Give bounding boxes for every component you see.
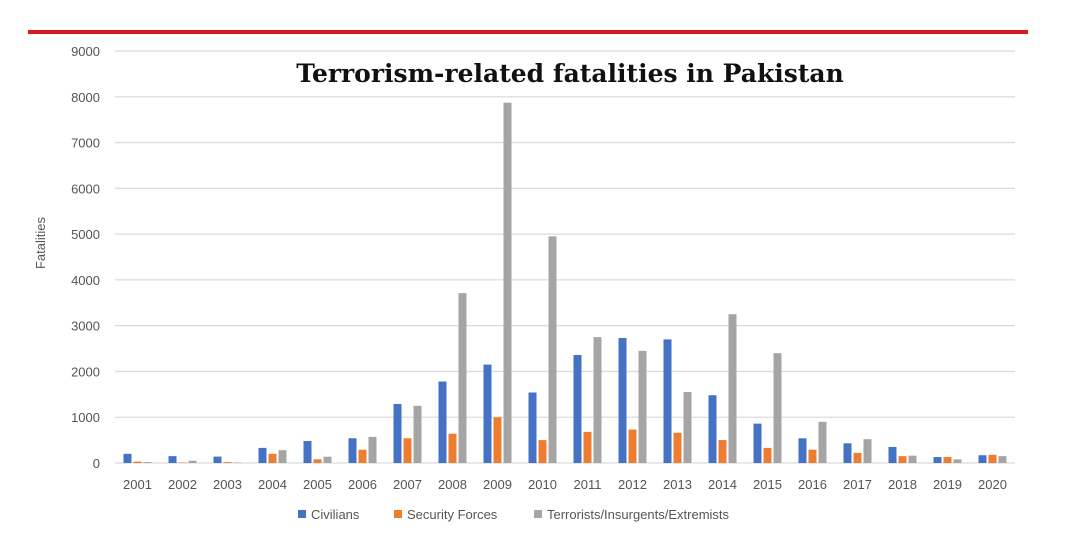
bar-terrorists-insurgents-extremists-2006: [368, 436, 377, 463]
bar-civilians-2005: [303, 441, 312, 463]
bar-terrorists-insurgents-extremists-2012: [638, 350, 647, 463]
bar-civilians-2004: [258, 447, 267, 463]
y-tick-label: 5000: [71, 227, 100, 242]
bar-civilians-2002: [168, 456, 177, 463]
bar-civilians-2010: [528, 392, 537, 463]
x-tick-label: 2010: [528, 477, 557, 492]
x-tick-label: 2013: [663, 477, 692, 492]
bar-security-forces-2001: [133, 461, 142, 463]
bar-terrorists-insurgents-extremists-2010: [548, 236, 557, 463]
bar-terrorists-insurgents-extremists-2019: [953, 459, 962, 463]
x-tick-label: 2004: [258, 477, 287, 492]
bar-terrorists-insurgents-extremists-2009: [503, 102, 512, 464]
bar-terrorists-insurgents-extremists-2002: [188, 460, 197, 463]
bar-terrorists-insurgents-extremists-2005: [323, 456, 332, 463]
bar-terrorists-insurgents-extremists-2004: [278, 450, 287, 463]
bar-terrorists-insurgents-extremists-2018: [908, 455, 917, 463]
y-tick-label: 7000: [71, 136, 100, 151]
bar-civilians-2003: [213, 456, 222, 463]
bar-civilians-2018: [888, 446, 897, 463]
x-tick-label: 2007: [393, 477, 422, 492]
bar-security-forces-2016: [808, 449, 817, 463]
bar-terrorists-insurgents-extremists-2013: [683, 392, 692, 463]
y-tick-label: 6000: [71, 181, 100, 196]
red-rule: [28, 30, 1028, 34]
y-tick-label: 9000: [71, 44, 100, 59]
y-tick-label: 4000: [71, 273, 100, 288]
bar-security-forces-2014: [718, 440, 727, 463]
x-tick-label: 2002: [168, 477, 197, 492]
x-tick-label: 2006: [348, 477, 377, 492]
x-tick-label: 2019: [933, 477, 962, 492]
bar-security-forces-2018: [898, 456, 907, 463]
bar-security-forces-2003: [223, 462, 232, 463]
bar-civilians-2001: [123, 453, 132, 463]
bar-civilians-2015: [753, 423, 762, 463]
x-tick-label: 2018: [888, 477, 917, 492]
bar-terrorists-insurgents-extremists-2014: [728, 314, 737, 463]
bar-civilians-2020: [978, 455, 987, 463]
y-tick-label: 8000: [71, 90, 100, 105]
chart-title: Terrorism-related fatalities in Pakistan: [296, 59, 844, 88]
bar-security-forces-2012: [628, 429, 637, 463]
legend-swatch: [394, 510, 402, 518]
y-tick-label: 1000: [71, 410, 100, 425]
x-tick-label: 2016: [798, 477, 827, 492]
bar-civilians-2017: [843, 443, 852, 463]
bar-civilians-2011: [573, 354, 582, 463]
bar-security-forces-2017: [853, 452, 862, 463]
y-tick-label: 2000: [71, 364, 100, 379]
bar-civilians-2006: [348, 438, 357, 463]
bar-terrorists-insurgents-extremists-2001: [143, 462, 152, 463]
x-tick-label: 2009: [483, 477, 512, 492]
bar-security-forces-2004: [268, 453, 277, 463]
bar-terrorists-insurgents-extremists-2015: [773, 353, 782, 463]
x-tick-label: 2005: [303, 477, 332, 492]
legend-swatch: [298, 510, 306, 518]
bar-security-forces-2009: [493, 417, 502, 463]
bar-civilians-2013: [663, 339, 672, 463]
bar-civilians-2009: [483, 364, 492, 463]
bar-civilians-2014: [708, 395, 717, 463]
bar-terrorists-insurgents-extremists-2011: [593, 337, 602, 463]
bar-civilians-2012: [618, 338, 627, 463]
bar-terrorists-insurgents-extremists-2008: [458, 293, 467, 463]
legend-label: Civilians: [311, 507, 360, 522]
bar-security-forces-2013: [673, 432, 682, 463]
x-tick-label: 2001: [123, 477, 152, 492]
bar-security-forces-2015: [763, 447, 772, 463]
legend-label: Terrorists/Insurgents/Extremists: [547, 507, 730, 522]
bar-civilians-2008: [438, 381, 447, 463]
bar-security-forces-2006: [358, 449, 367, 463]
bar-terrorists-insurgents-extremists-2016: [818, 421, 827, 463]
x-tick-label: 2008: [438, 477, 467, 492]
bar-security-forces-2008: [448, 433, 457, 463]
bar-security-forces-2020: [988, 454, 997, 463]
x-tick-label: 2015: [753, 477, 782, 492]
legend-swatch: [534, 510, 542, 518]
bar-security-forces-2007: [403, 438, 412, 463]
y-axis-label: Fatalities: [33, 216, 48, 269]
x-tick-label: 2011: [574, 477, 602, 492]
bar-civilians-2019: [933, 457, 942, 463]
bar-terrorists-insurgents-extremists-2017: [863, 439, 872, 463]
x-tick-label: 2003: [213, 477, 242, 492]
legend-label: Security Forces: [407, 507, 498, 522]
x-tick-label: 2020: [978, 477, 1007, 492]
bar-security-forces-2011: [583, 431, 592, 463]
y-tick-label: 0: [93, 456, 100, 471]
bar-security-forces-2019: [943, 457, 952, 463]
bar-civilians-2016: [798, 438, 807, 463]
x-tick-label: 2014: [708, 477, 737, 492]
x-tick-label: 2012: [618, 477, 647, 492]
bar-terrorists-insurgents-extremists-2007: [413, 405, 422, 463]
bar-security-forces-2005: [313, 459, 322, 463]
bar-security-forces-2010: [538, 440, 547, 463]
bar-terrorists-insurgents-extremists-2020: [998, 456, 1007, 463]
bar-civilians-2007: [393, 403, 402, 463]
y-tick-label: 3000: [71, 319, 100, 334]
x-tick-label: 2017: [843, 477, 872, 492]
